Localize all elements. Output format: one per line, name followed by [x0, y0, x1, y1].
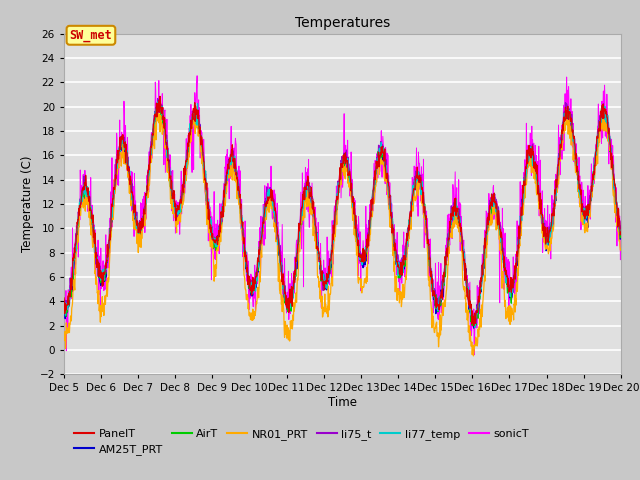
Text: SW_met: SW_met	[70, 29, 112, 42]
Legend: PanelT, AM25T_PRT, AirT, NR01_PRT, li75_t, li77_temp, sonicT: PanelT, AM25T_PRT, AirT, NR01_PRT, li75_…	[70, 424, 533, 460]
X-axis label: Time: Time	[328, 396, 357, 409]
Title: Temperatures: Temperatures	[295, 16, 390, 30]
Y-axis label: Temperature (C): Temperature (C)	[21, 156, 34, 252]
